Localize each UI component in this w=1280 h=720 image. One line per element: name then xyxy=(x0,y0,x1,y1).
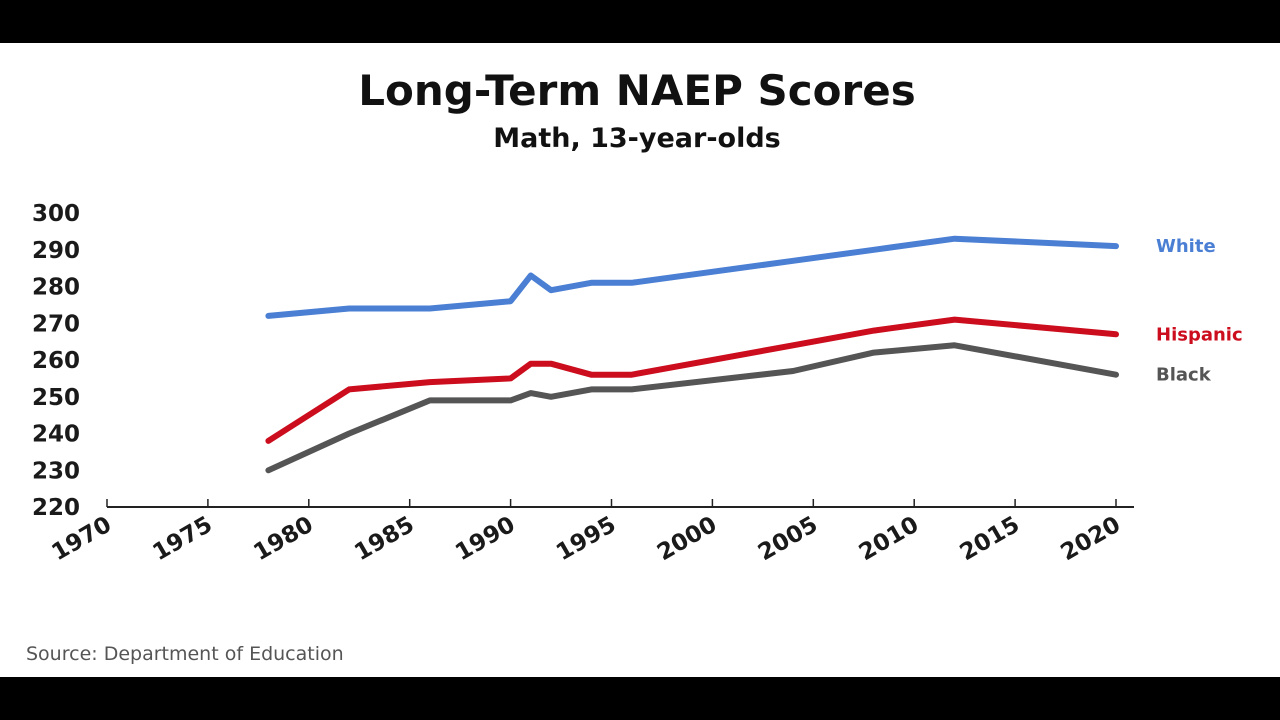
x-tick-label: 2020 xyxy=(1057,512,1125,567)
series-label-black: Black xyxy=(1156,365,1212,386)
y-tick-label: 220 xyxy=(32,495,80,521)
series-label-hispanic: Hispanic xyxy=(1156,324,1243,345)
y-tick-label: 230 xyxy=(32,458,80,484)
y-tick-label: 280 xyxy=(32,275,80,301)
y-axis: 220 230 240 250 260 270 280 290 300 xyxy=(32,201,80,521)
y-tick-label: 260 xyxy=(32,348,80,374)
series-line-hispanic xyxy=(265,316,1119,444)
series-line-black xyxy=(265,342,1119,474)
y-tick-label: 240 xyxy=(32,422,80,448)
x-tick-label: 2015 xyxy=(956,512,1024,567)
x-tick-label: 2010 xyxy=(855,512,923,567)
x-axis: 1970 1975 1980 1985 1990 1995 2000 2005 2010 2015… xyxy=(48,499,1134,566)
series-group xyxy=(265,235,1119,474)
x-tick-label: 1980 xyxy=(249,512,317,567)
series-label-white: White xyxy=(1156,236,1216,257)
chart-title: Long-Term NAEP Scores xyxy=(358,66,915,115)
x-tick-label: 1975 xyxy=(148,512,216,567)
y-tick-label: 270 xyxy=(32,311,80,337)
line-chart: Long-Term NAEP Scores Math, 13-year-olds… xyxy=(26,66,1243,665)
x-tick-label: 1990 xyxy=(451,512,519,567)
chart-subtitle: Math, 13-year-olds xyxy=(493,123,781,154)
x-tick-label: 1985 xyxy=(350,512,418,567)
y-tick-label: 290 xyxy=(32,238,80,264)
x-tick-label: 1995 xyxy=(552,512,620,567)
y-tick-label: 300 xyxy=(32,201,80,227)
x-tick-label: 2005 xyxy=(754,512,822,567)
series-line-white xyxy=(265,235,1119,319)
series-labels: White Hispanic Black xyxy=(1156,236,1243,386)
chart-canvas: Long-Term NAEP Scores Math, 13-year-olds… xyxy=(0,43,1280,677)
source-note: Source: Department of Education xyxy=(26,643,344,665)
x-tick-label: 2000 xyxy=(653,512,721,567)
y-tick-label: 250 xyxy=(32,385,80,411)
